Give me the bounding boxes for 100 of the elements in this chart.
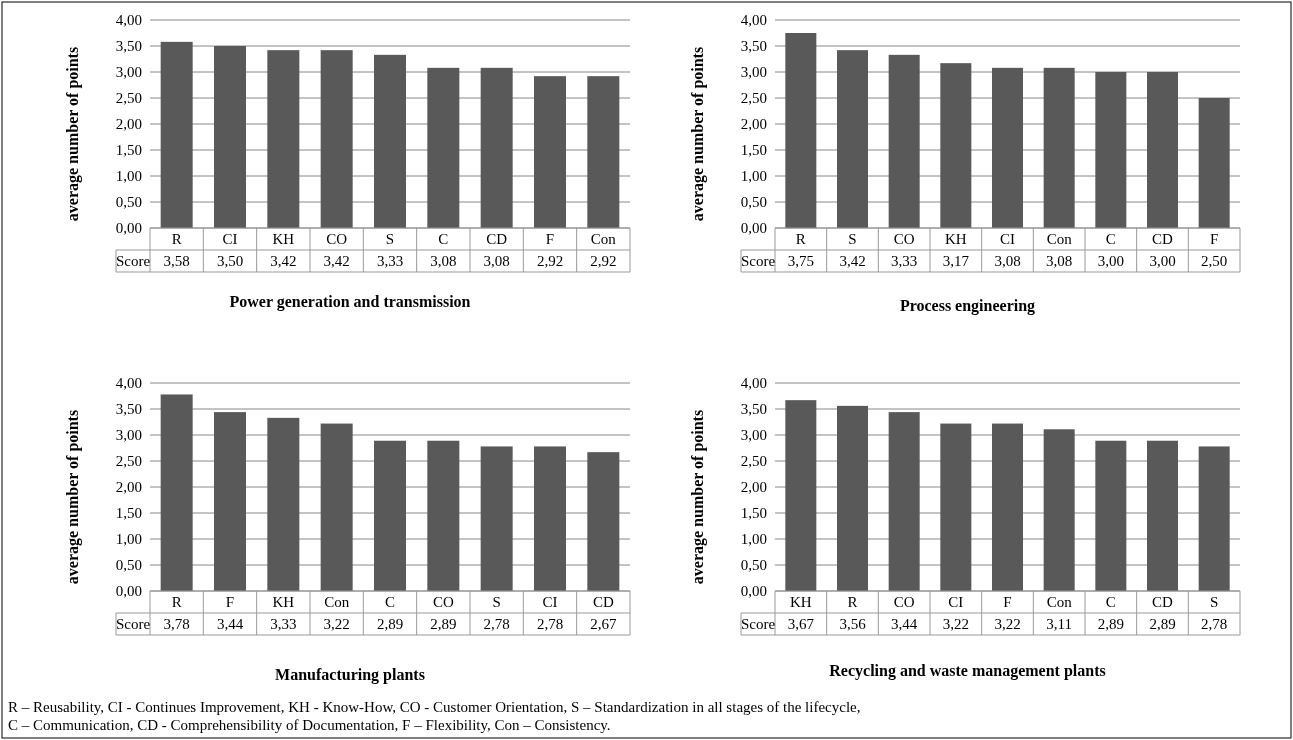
y-tick-label: 1,00 — [740, 531, 767, 548]
x-tick-label: C — [1105, 594, 1116, 610]
bar — [1043, 67, 1075, 228]
x-tick-label: R — [795, 231, 806, 247]
y-tick-label: 2,50 — [740, 453, 767, 470]
y-tick-label: 2,00 — [115, 479, 142, 496]
x-tick-label: CI — [1000, 231, 1015, 247]
x-tick-label: CD — [1152, 231, 1174, 247]
x-tick-label: KH — [272, 594, 295, 610]
y-tick-label: 0,50 — [115, 557, 142, 574]
text: C – Communication, CD - Comprehensibility of Documentation, F – Flexibility, Con – Consistency. — [8, 717, 611, 733]
x-tick-label: R — [171, 594, 182, 610]
bar — [214, 412, 246, 591]
bar — [374, 440, 406, 591]
bar — [785, 33, 817, 228]
data-label: 2,89 — [376, 616, 404, 632]
series-label: Score — [740, 253, 776, 269]
bar — [320, 423, 353, 591]
y-tick-label: 2,00 — [115, 116, 142, 133]
y-axis-title: average number of points — [64, 409, 82, 585]
y-tick-label: 0,00 — [115, 220, 142, 237]
bar — [940, 63, 972, 228]
data-label: 2,92 — [536, 253, 564, 269]
bar — [888, 412, 920, 591]
y-tick-label: 0,50 — [115, 194, 142, 211]
data-label: 3,33 — [891, 253, 918, 269]
y-tick-label: 2,50 — [115, 90, 142, 107]
data-label: 3,33 — [376, 253, 404, 269]
y-tick-label: 3,50 — [740, 401, 767, 418]
x-tick-label: CO — [893, 231, 915, 247]
data-label: 2,78 — [483, 616, 510, 632]
data-label: 3,56 — [839, 616, 867, 632]
data-label: 3,08 — [1046, 253, 1073, 269]
x-tick-label: R — [171, 231, 182, 247]
bar — [160, 41, 193, 228]
bar — [480, 67, 513, 228]
x-tick-label: CI — [542, 594, 558, 610]
data-label: 2,50 — [1201, 253, 1228, 269]
y-tick-label: 3,00 — [115, 427, 142, 444]
data-label: 3,42 — [839, 253, 866, 269]
bar — [587, 452, 620, 591]
bar — [940, 423, 972, 591]
bar — [534, 76, 566, 228]
bar — [837, 405, 868, 591]
data-label: 2,92 — [590, 253, 617, 269]
data-label: 3,22 — [942, 616, 969, 632]
series-label: Score — [115, 616, 151, 632]
bar — [214, 46, 246, 228]
y-tick-label: 3,50 — [740, 38, 767, 55]
bar — [1147, 72, 1178, 228]
bar — [992, 67, 1023, 228]
data-label: 2,89 — [1097, 616, 1124, 632]
x-tick-label: Con — [590, 231, 617, 247]
data-label: 2,78 — [536, 616, 564, 632]
bar — [160, 394, 193, 591]
x-tick-label: F — [225, 594, 235, 610]
bar — [267, 417, 300, 591]
y-tick-label: 0,50 — [740, 194, 767, 211]
data-label: 3,42 — [270, 253, 297, 269]
x-tick-label: KH — [790, 594, 812, 610]
x-tick-label: C — [1105, 231, 1116, 247]
y-tick-label: 2,00 — [740, 116, 767, 133]
bar — [1198, 98, 1230, 228]
x-tick-label: F — [1003, 594, 1012, 610]
data-label: 3,08 — [994, 253, 1021, 269]
bar — [1198, 446, 1230, 591]
y-tick-label: 3,00 — [740, 427, 767, 444]
x-tick-label: C — [384, 594, 396, 610]
x-tick-label: CO — [432, 594, 454, 610]
y-tick-label: 2,00 — [740, 479, 767, 496]
x-tick-label: Con — [324, 594, 350, 610]
bar — [427, 67, 460, 228]
y-tick-label: 1,50 — [740, 505, 767, 522]
y-tick-label: 1,00 — [115, 531, 142, 548]
data-label: 3,33 — [270, 616, 297, 632]
x-tick-label: R — [847, 594, 858, 610]
y-tick-label: 1,50 — [115, 142, 142, 159]
data-label: 2,78 — [1201, 616, 1228, 632]
y-tick-label: 0,00 — [740, 220, 767, 237]
data-label: 3,44 — [891, 616, 918, 632]
x-tick-label: CO — [893, 594, 915, 610]
series-label: Score — [740, 616, 776, 632]
y-tick-label: 3,50 — [115, 401, 142, 418]
bar — [1095, 72, 1127, 228]
bar — [320, 50, 353, 228]
data-label: 3,58 — [163, 253, 190, 269]
bar — [888, 54, 920, 228]
x-tick-label: S — [492, 594, 501, 610]
data-label: 3,78 — [163, 616, 190, 632]
bar — [427, 440, 460, 591]
x-tick-label: S — [1209, 594, 1219, 610]
data-label: 3,22 — [323, 616, 350, 632]
data-label: 3,22 — [994, 616, 1021, 632]
y-tick-label: 3,00 — [115, 64, 142, 81]
x-tick-label: KH — [945, 231, 967, 247]
data-label: 3,75 — [787, 253, 814, 269]
bar — [587, 76, 620, 228]
bar — [1095, 440, 1127, 591]
data-label: 3,67 — [787, 616, 815, 632]
y-tick-label: 1,00 — [740, 168, 767, 185]
